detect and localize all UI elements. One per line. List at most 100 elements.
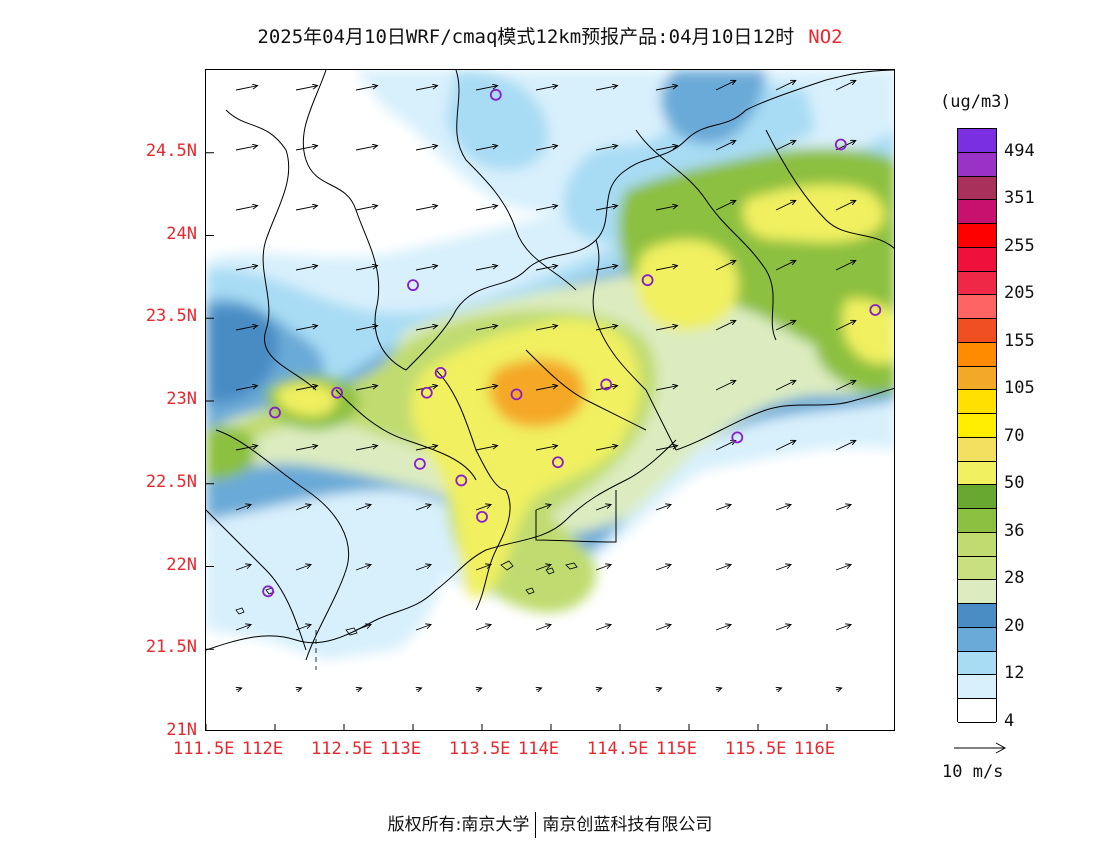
wind-arrow <box>535 446 558 451</box>
wind-arrow <box>655 625 671 631</box>
legend-label: 155 <box>1004 330 1035 351</box>
title-pollutant: NO2 <box>808 26 843 48</box>
legend-swatch <box>958 176 996 201</box>
wind-arrow <box>595 386 618 391</box>
station-marker <box>420 386 433 399</box>
wind-arrow <box>235 266 258 271</box>
wind-arrow <box>835 625 851 631</box>
lon-label: 112E <box>242 739 283 759</box>
legend-label: 494 <box>1004 140 1035 161</box>
wind-arrow <box>715 440 736 451</box>
legend-swatch <box>958 295 996 319</box>
lon-label: 116E <box>794 739 835 759</box>
wind-arrow <box>295 146 318 151</box>
wind-arrow <box>775 625 791 631</box>
wind-arrow <box>655 326 678 331</box>
wind-arrow <box>535 505 551 511</box>
wind-arrow <box>775 380 796 391</box>
wind-arrow <box>595 505 611 511</box>
wind-arrow <box>355 206 378 211</box>
title-main: 2025年04月10日WRF/cmaq模式12km预报产品:04月10日12时 <box>257 26 795 48</box>
wind-arrow <box>715 505 731 511</box>
legend-swatch <box>958 224 996 248</box>
legend-swatch <box>958 485 996 509</box>
wind-arrow <box>355 86 378 91</box>
wind-arrow <box>655 505 671 511</box>
station-marker <box>489 88 502 101</box>
wind-arrow <box>535 146 558 151</box>
wind-arrow <box>476 688 482 690</box>
wind-arrow <box>656 688 662 690</box>
wind-arrow <box>295 386 318 391</box>
wind-arrow <box>595 266 618 271</box>
wind-arrow <box>295 266 318 271</box>
wind-arrow <box>356 688 362 690</box>
wind-arrow <box>235 625 251 631</box>
wind-arrow <box>355 386 378 391</box>
legend-swatch <box>958 247 996 272</box>
wind-arrow <box>535 266 558 271</box>
station-marker <box>510 388 523 401</box>
legend-swatch <box>958 509 996 533</box>
legend-label: 105 <box>1004 378 1035 399</box>
wind-arrow <box>415 206 438 211</box>
legend-swatch <box>958 271 996 296</box>
wind-arrow <box>835 260 856 271</box>
wind-arrow <box>535 326 558 331</box>
wind-arrow <box>595 146 618 151</box>
wind-arrow <box>296 688 302 690</box>
wind-arrow <box>595 206 618 211</box>
lon-label: 115E <box>656 739 697 759</box>
legend-swatch <box>958 437 996 462</box>
lon-label: 113.5E <box>449 739 511 759</box>
wind-arrow <box>775 440 796 451</box>
axis-ticks <box>206 152 828 730</box>
wind-arrow <box>775 320 796 331</box>
wind-arrow <box>715 140 736 151</box>
wind-arrow <box>235 146 258 151</box>
wind-arrow <box>295 505 311 511</box>
wind-arrow <box>775 200 796 211</box>
station-marker <box>455 474 468 487</box>
wind-arrow <box>835 380 856 391</box>
legend-swatch <box>958 532 996 557</box>
wind-arrow <box>835 440 856 451</box>
legend-label: 36 <box>1004 520 1025 541</box>
wind-arrow <box>235 505 251 511</box>
boundaries <box>206 70 894 661</box>
station-marker <box>600 378 613 391</box>
wind-arrow <box>535 206 558 211</box>
wind-arrow <box>716 688 722 690</box>
footer-left: 版权所有:南京大学 <box>387 815 530 835</box>
legend-swatch <box>958 152 996 177</box>
wind-arrow <box>775 565 791 571</box>
wind-arrow <box>715 565 731 571</box>
wind-arrow <box>596 688 602 690</box>
legend-swatch <box>958 556 996 581</box>
wind-arrow <box>835 80 856 91</box>
wind-arrow <box>355 565 371 571</box>
legend-label: 205 <box>1004 283 1035 304</box>
legend-swatch <box>958 366 996 391</box>
lon-label: 115.5E <box>725 739 787 759</box>
wind-arrow <box>715 200 736 211</box>
station-marker <box>407 279 419 292</box>
wind-arrow <box>355 266 378 271</box>
wind-arrow <box>295 206 318 211</box>
wind-arrow <box>715 80 736 91</box>
no2-concentration-map <box>206 70 894 730</box>
lat-label: 22N <box>166 554 197 575</box>
wind-arrow <box>776 688 782 690</box>
concentration-field <box>206 70 894 660</box>
wind-arrow <box>475 266 498 271</box>
wind-arrow <box>475 386 498 391</box>
legend-swatch <box>958 580 996 604</box>
station-marker <box>476 510 488 523</box>
wind-arrow <box>655 206 678 211</box>
wind-arrow <box>235 86 258 91</box>
wind-arrow <box>595 86 618 91</box>
wind-arrow <box>715 260 736 271</box>
wind-arrow <box>475 326 498 331</box>
wind-arrow <box>475 146 498 151</box>
wind-arrow <box>415 446 438 451</box>
